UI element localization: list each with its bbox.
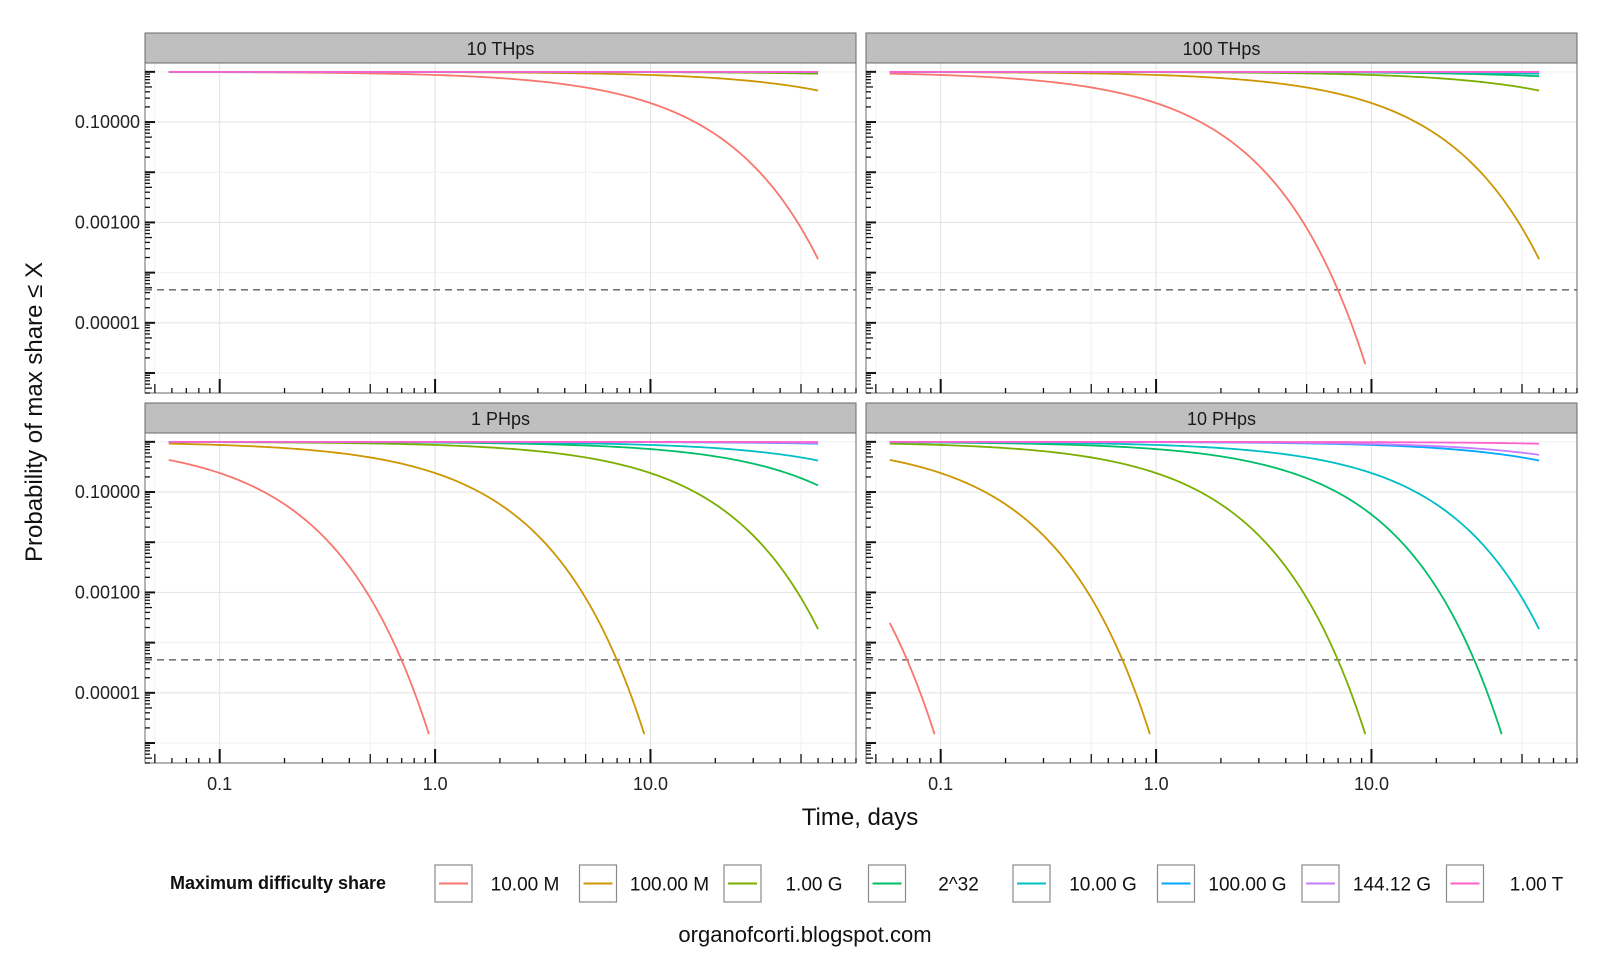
- panel-background: [866, 63, 1577, 393]
- x-tick-label: 10.0: [633, 774, 668, 794]
- facet-strip: [144, 402, 857, 434]
- facet-label: 100 THps: [1183, 39, 1261, 59]
- y-axis-ticks: [145, 440, 155, 764]
- y-tick-label: 0.00100: [75, 212, 140, 232]
- series-line-100-00-m: [889, 459, 1151, 735]
- legend-item-1-00-g: 1.00 G: [723, 864, 843, 903]
- y-axis-ticks: [145, 70, 155, 394]
- facet-panel-10-thps: 10 THps: [144, 32, 857, 394]
- x-tick-label: 0.1: [928, 774, 953, 794]
- y-axis-ticks: [866, 440, 876, 764]
- series-lines: [889, 70, 1540, 365]
- facet-panel-100-thps: 100 THps: [865, 32, 1578, 394]
- legend-item-2-32: 2^32: [867, 864, 979, 903]
- legend-label: 10.00 M: [491, 875, 560, 896]
- facet-label: 10 THps: [467, 39, 535, 59]
- legend-item-10-00-m: 10.00 M: [434, 864, 560, 903]
- x-axis-ticks: [875, 379, 1578, 393]
- y-tick-label: 0.10000: [75, 112, 140, 132]
- facet-label: 1 PHps: [471, 409, 530, 429]
- y-tick-label: 0.00100: [75, 582, 140, 602]
- x-axis-ticks: [154, 749, 857, 763]
- y-axis-ticks: [866, 70, 876, 394]
- legend-title: Maximum difficulty share: [170, 873, 386, 893]
- legend-item-144-12-g: 144.12 G: [1301, 864, 1431, 903]
- x-tick-label: 10.0: [1354, 774, 1389, 794]
- facet-strip: [865, 402, 1578, 434]
- y-tick-label: 0.00001: [75, 313, 140, 333]
- legend-item-100-00-m: 100.00 M: [578, 864, 709, 903]
- series-line-1-00-t: [889, 440, 1540, 445]
- legend-label: 1.00 G: [785, 875, 842, 896]
- facet-panel-1-phps: 1 PHps: [144, 402, 857, 764]
- facet-panel-10-phps: 10 PHps: [865, 402, 1578, 764]
- legend-label: 2^32: [938, 875, 979, 896]
- facet-strip: [865, 32, 1578, 64]
- series-line-10-00-m: [168, 459, 430, 735]
- legend-label: 100.00 G: [1208, 875, 1286, 896]
- series-lines: [168, 440, 819, 735]
- panels-layer: 10 THps 100 THps 1 PHps 10 PHps: [144, 32, 1578, 764]
- x-tick-label: 1.0: [423, 774, 448, 794]
- series-line-10-00-m: [888, 622, 936, 735]
- panel-background: [145, 63, 856, 393]
- legend: Maximum difficulty share 10.00 M 100.00 M…: [170, 864, 1564, 903]
- y-axis-title: Probability of max share ≤ X: [21, 262, 48, 562]
- panel-background: [866, 433, 1577, 763]
- legend-item-100-00-g: 100.00 G: [1156, 864, 1287, 903]
- axes-layer: 0.10000 0.00100 0.00001 0.10000 0.00100 0.000…: [75, 112, 1389, 794]
- series-lines: [888, 440, 1540, 735]
- x-tick-label: 0.1: [207, 774, 232, 794]
- x-axis-ticks: [875, 749, 1578, 763]
- series-line-10-00-m: [889, 72, 1367, 365]
- legend-item-10-00-g: 10.00 G: [1012, 864, 1137, 903]
- series-line-1-00-g: [889, 442, 1367, 735]
- legend-label: 10.00 G: [1069, 875, 1137, 896]
- legend-label: 100.00 M: [630, 875, 709, 896]
- facet-strip: [144, 32, 857, 64]
- x-axis-ticks: [154, 379, 857, 393]
- x-tick-label: 1.0: [1144, 774, 1169, 794]
- series-line-100-00-m: [168, 442, 646, 735]
- y-tick-label: 0.10000: [75, 482, 140, 502]
- facet-label: 10 PHps: [1187, 409, 1256, 429]
- y-tick-label: 0.00001: [75, 683, 140, 703]
- legend-item-1-00-t: 1.00 T: [1445, 864, 1564, 903]
- legend-label: 1.00 T: [1510, 875, 1564, 896]
- series-lines: [168, 70, 819, 260]
- x-axis-title: Time, days: [802, 804, 918, 831]
- legend-label: 144.12 G: [1353, 875, 1431, 896]
- source-credit: organofcorti.blogspot.com: [678, 922, 931, 947]
- panel-background: [145, 433, 856, 763]
